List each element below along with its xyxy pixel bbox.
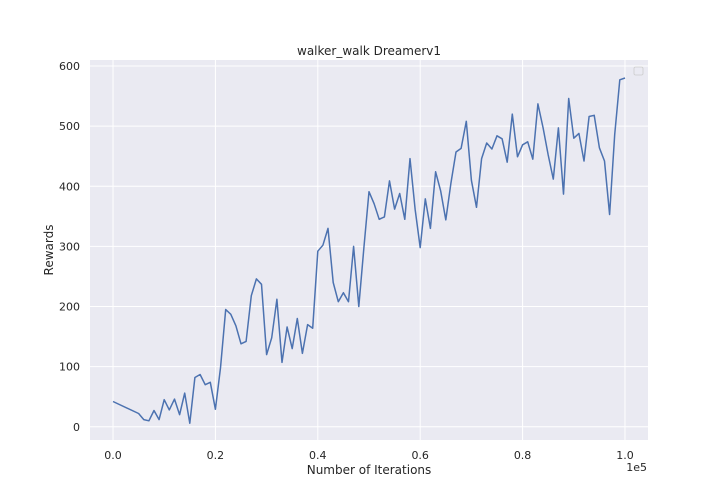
y-tick-label: 100 — [59, 361, 80, 374]
x-tick-label: 0.0 — [104, 449, 122, 462]
y-tick-labels: 0 100 200 300 400 500 600 — [59, 60, 80, 434]
x-tick-label: 1.0 — [616, 449, 634, 462]
x-tick-labels: 0.0 0.2 0.4 0.6 0.8 1.0 — [104, 449, 633, 462]
y-axis-title: Rewards — [42, 225, 56, 276]
x-tick-label: 0.8 — [514, 449, 532, 462]
plot-area — [90, 60, 648, 440]
y-tick-label: 0 — [73, 421, 80, 434]
chart-title: walker_walk Dreamerv1 — [297, 44, 441, 58]
y-tick-label: 500 — [59, 120, 80, 133]
y-tick-label: 300 — [59, 240, 80, 253]
y-tick-label: 600 — [59, 60, 80, 73]
x-axis-title: Number of Iterations — [307, 463, 432, 477]
x-scale-label: 1e5 — [626, 461, 647, 474]
x-tick-label: 0.2 — [207, 449, 225, 462]
y-tick-label: 200 — [59, 301, 80, 314]
grid-lines — [90, 60, 648, 440]
legend-box — [633, 66, 644, 76]
x-tick-label: 0.6 — [411, 449, 429, 462]
x-tick-label: 0.4 — [309, 449, 327, 462]
series-line — [112, 77, 626, 424]
y-tick-label: 400 — [59, 180, 80, 193]
